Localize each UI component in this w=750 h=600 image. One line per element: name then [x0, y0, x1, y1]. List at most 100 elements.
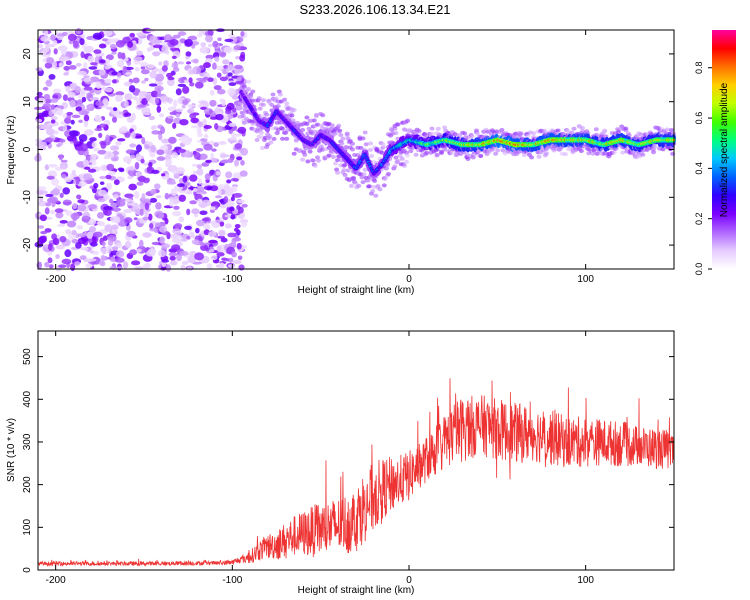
- spectrogram-cell: [340, 136, 346, 141]
- spectrogram-cell: [168, 97, 173, 105]
- spectrogram-cell: [84, 129, 94, 136]
- spectrogram-cell: [219, 98, 225, 103]
- spectrogram-cell: [478, 154, 484, 159]
- spectrogram-cell: [55, 244, 65, 250]
- spectrogram-cell: [280, 109, 285, 114]
- spectrogram-cell: [185, 51, 192, 57]
- spectrogram-cell: [246, 86, 252, 91]
- spectrogram-cell: [189, 231, 195, 238]
- spectrogram-cell: [93, 182, 99, 189]
- spectrogram-cell: [174, 230, 183, 236]
- spectrogram-cell: [121, 52, 126, 60]
- spectrogram-cell: [83, 119, 89, 128]
- spectrogram-cell: [76, 225, 84, 230]
- spectrogram-cell: [84, 166, 91, 170]
- spectrogram-cell: [225, 110, 232, 115]
- spectrogram-cell: [602, 128, 608, 133]
- spectrogram-cell: [303, 146, 309, 151]
- spectrogram-cell: [83, 45, 94, 53]
- spectrogram-cell: [35, 118, 42, 123]
- spectrogram-cell: [54, 208, 64, 213]
- spectrogram-cell: [70, 119, 75, 125]
- y-tick-label: -10: [22, 190, 33, 205]
- spectrogram-cell: [77, 237, 87, 244]
- spectrogram-cell: [181, 260, 189, 265]
- spectrogram-cell: [123, 81, 133, 87]
- spectrogram-cell: [211, 148, 217, 152]
- spectrogram-cell: [226, 102, 235, 110]
- y-tick-label: 0: [22, 146, 33, 152]
- spectrogram-cell: [231, 132, 237, 139]
- y-tick-label: 10: [22, 96, 33, 108]
- spectrogram-cell: [43, 29, 49, 37]
- spectrogram-cell: [112, 194, 119, 199]
- spectrogram-cell: [258, 130, 264, 135]
- spectrogram-cell: [208, 109, 213, 114]
- spectrogram-cell: [198, 100, 208, 104]
- spectrogram-cell: [207, 43, 213, 48]
- spectrogram-cell: [94, 128, 103, 132]
- spectrogram-cell: [213, 142, 219, 148]
- spectrogram-cell: [99, 181, 105, 185]
- spectrogram-cell: [210, 255, 218, 261]
- spectrogram-cell: [381, 183, 387, 188]
- spectrogram-cell: [65, 60, 72, 66]
- spectrogram-cell: [435, 126, 441, 131]
- spectrogram-cell: [58, 62, 64, 68]
- spectrogram-cell: [164, 149, 172, 155]
- spectrogram-cell: [157, 81, 163, 86]
- spectrogram-cell: [186, 236, 191, 240]
- spectrogram-cell: [65, 229, 72, 235]
- spectrogram-cell: [203, 76, 209, 81]
- spectrogram-cell: [92, 147, 100, 152]
- spectrogram-cell: [114, 216, 121, 224]
- spectrogram-cell: [361, 172, 367, 177]
- spectrogram-cell: [139, 239, 144, 248]
- spectrogram-cell: [239, 170, 248, 177]
- spectrogram-cell: [664, 127, 670, 132]
- spectrogram-cell: [145, 250, 156, 257]
- spectrogram-cell: [146, 64, 155, 69]
- spectrogram-cell: [129, 32, 135, 38]
- spectrogram-cell: [206, 263, 213, 270]
- spectrogram-cell: [116, 60, 124, 68]
- spectrogram-cell: [71, 229, 77, 236]
- spectrogram-cell: [336, 123, 342, 128]
- spectrogram-cell: [326, 153, 332, 158]
- spectrogram-cell: [368, 147, 373, 152]
- spectrogram-cell: [64, 249, 72, 258]
- spectrogram-cell: [103, 156, 110, 160]
- spectrogram-cell: [250, 89, 256, 94]
- spectrogram-cell: [142, 232, 152, 238]
- spectrogram-cell: [59, 220, 68, 224]
- spectrogram-cell: [129, 154, 136, 159]
- x-tick-label: 0: [406, 274, 412, 285]
- spectrogram-cell: [134, 162, 140, 170]
- spectrogram-cell: [63, 65, 70, 71]
- spectrogram-cell: [40, 36, 51, 42]
- spectrogram-cell: [125, 72, 133, 76]
- spectrogram-cell: [159, 145, 169, 151]
- spectrogram-cell: [462, 131, 468, 136]
- spectrogram-cell: [429, 126, 435, 131]
- spectrogram-cell: [335, 170, 341, 175]
- spectrogram-cell: [289, 113, 295, 118]
- spectrogram-cell: [152, 44, 163, 49]
- spectrogram-cell: [151, 130, 161, 135]
- spectrogram-cell: [37, 200, 48, 207]
- spectrogram-cell: [78, 119, 83, 124]
- spectrogram-cell: [78, 110, 89, 116]
- spectrogram-cell: [217, 187, 222, 196]
- spectrogram-y-ticks: -20 -10 0 10 20: [22, 48, 674, 252]
- spectrogram-cell: [133, 217, 138, 221]
- spectrogram-cell: [79, 143, 89, 152]
- spectrogram-cell: [179, 178, 184, 184]
- spectrogram-cell: [42, 103, 52, 109]
- spectrogram-cell: [240, 113, 246, 118]
- spectrogram-cell: [216, 72, 222, 78]
- spectrogram-cell: [158, 113, 165, 118]
- colorbar-tick-label: 0.6: [694, 112, 704, 125]
- spectrogram-cell: [241, 221, 248, 228]
- spectrogram-cell: [69, 99, 76, 108]
- spectrogram-cell: [200, 42, 206, 47]
